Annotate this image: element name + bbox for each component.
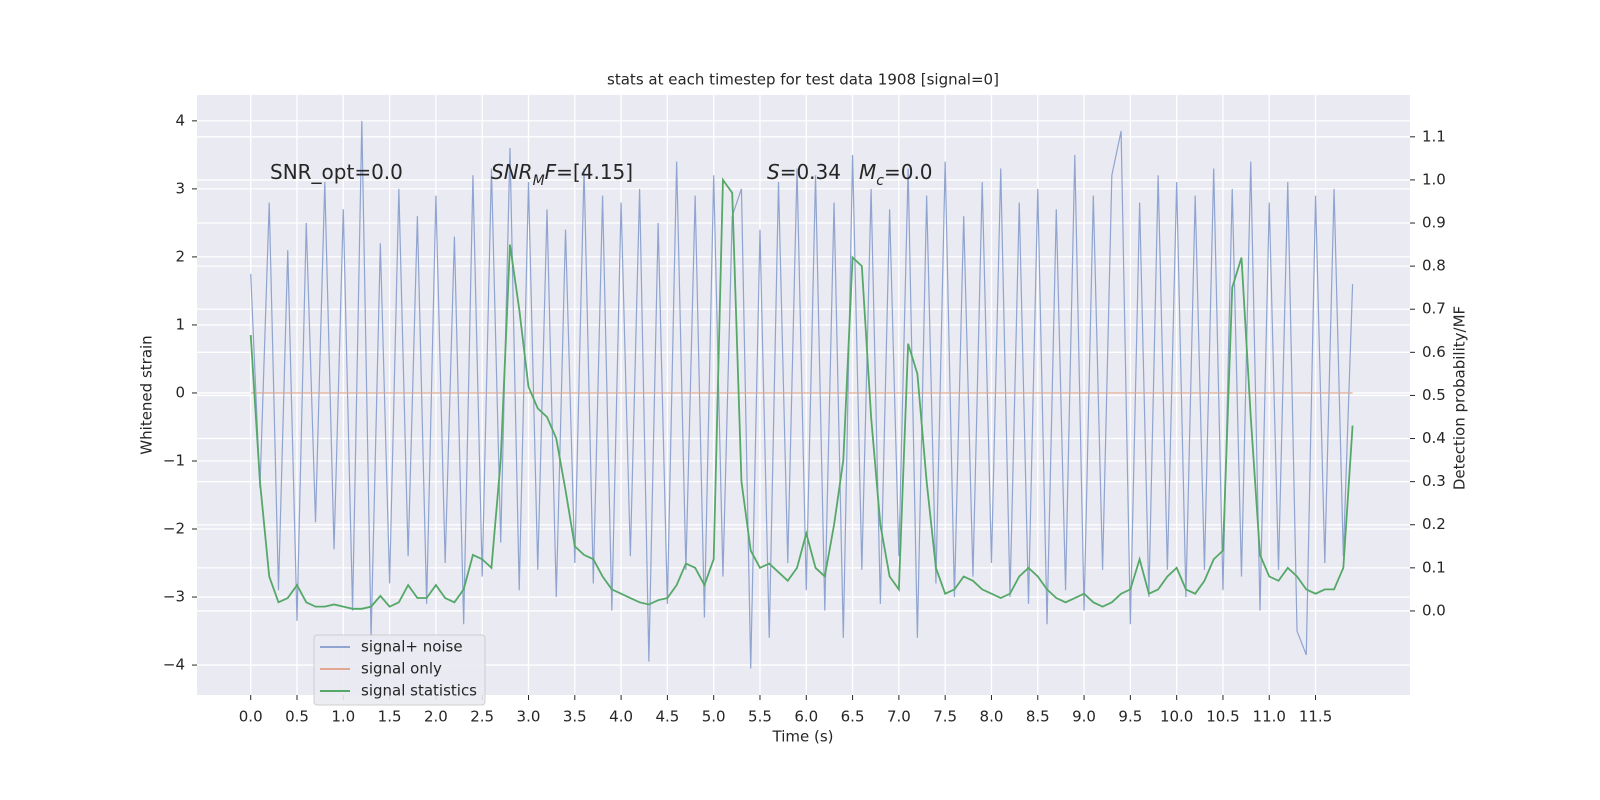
y2-tick-label: 0.7 <box>1422 300 1446 318</box>
annotation: SNR_opt=0.0 <box>270 160 403 184</box>
x-tick-label: 10.0 <box>1160 708 1193 726</box>
x-tick-label: 1.5 <box>378 708 402 726</box>
annotation-part: M <box>859 160 876 184</box>
y2-tick-label: 0.5 <box>1422 386 1446 404</box>
y2-tick-label: 0.6 <box>1422 343 1446 361</box>
y2-tick-label: 0.4 <box>1422 429 1446 447</box>
y-tick-label: −2 <box>163 520 185 538</box>
y2-tick-label: 0.0 <box>1422 601 1446 619</box>
x-tick-label: 11.5 <box>1299 708 1332 726</box>
annotation: SNRMF=[4.15] <box>491 160 633 190</box>
annotation-part: =0.0 <box>884 160 933 184</box>
legend-box <box>313 634 486 706</box>
x-tick-label: 3.0 <box>517 708 541 726</box>
annotation-part: SNR_opt=0.0 <box>270 160 403 184</box>
y-axis-label: Whitened strain <box>138 335 156 454</box>
y2-tick-label: 1.0 <box>1422 170 1446 188</box>
y-tick-label: 0 <box>175 383 185 401</box>
annotation-part: c <box>876 173 884 189</box>
annotation: S=0.34 <box>767 160 841 184</box>
annotation-part: =[4.15] <box>556 160 633 184</box>
x-tick-label: 5.0 <box>702 708 726 726</box>
x-tick-label: 4.0 <box>609 708 633 726</box>
x-tick-label: 7.0 <box>887 708 911 726</box>
x-tick-label: 2.0 <box>424 708 448 726</box>
y2-axis-label: Detection probability/MF <box>1451 306 1469 490</box>
annotation-part: F <box>545 160 557 184</box>
x-tick-label: 11.0 <box>1253 708 1286 726</box>
legend-label: signal statistics <box>361 682 477 700</box>
y-tick-label: 1 <box>175 315 185 333</box>
y2-tick-label: 1.1 <box>1422 127 1446 145</box>
x-tick-label: 9.5 <box>1118 708 1142 726</box>
series-line <box>250 120 1354 669</box>
annotation-part: S <box>767 160 780 184</box>
y-tick-label: −4 <box>163 656 185 674</box>
annotation-part: M <box>533 173 545 189</box>
y-tick-label: 2 <box>175 247 185 265</box>
x-tick-label: 9.0 <box>1072 708 1096 726</box>
x-tick-label: 4.5 <box>655 708 679 726</box>
legend-label: signal+ noise <box>361 638 463 656</box>
x-tick-label: 7.5 <box>933 708 957 726</box>
y2-tick-label: 0.3 <box>1422 472 1446 490</box>
annotation-part: =0.34 <box>780 160 841 184</box>
x-axis-label: Time (s) <box>772 728 834 746</box>
chart-title: stats at each timestep for test data 190… <box>607 71 999 89</box>
x-tick-label: 5.5 <box>748 708 772 726</box>
x-tick-label: 0.5 <box>285 708 309 726</box>
annotation-part: SNR <box>491 160 533 184</box>
x-tick-label: 2.5 <box>470 708 494 726</box>
x-tick-label: 8.0 <box>980 708 1004 726</box>
y-tick-label: −3 <box>163 588 185 606</box>
x-tick-label: 6.0 <box>794 708 818 726</box>
y2-tick-label: 0.1 <box>1422 558 1446 576</box>
x-tick-label: 10.5 <box>1206 708 1239 726</box>
y2-tick-label: 0.8 <box>1422 257 1446 275</box>
y-tick-label: 4 <box>175 111 185 129</box>
x-tick-label: 8.5 <box>1026 708 1050 726</box>
legend-label: signal only <box>361 660 442 678</box>
y-tick-label: −1 <box>163 451 185 469</box>
x-tick-label: 1.0 <box>331 708 355 726</box>
x-tick-label: 0.0 <box>239 708 263 726</box>
y2-tick-label: 0.9 <box>1422 214 1446 232</box>
annotation: Mc=0.0 <box>859 160 933 190</box>
y2-tick-label: 0.2 <box>1422 515 1446 533</box>
x-tick-label: 6.5 <box>841 708 865 726</box>
y-tick-label: 3 <box>175 179 185 197</box>
series-line <box>249 177 1354 610</box>
x-tick-label: 3.5 <box>563 708 587 726</box>
